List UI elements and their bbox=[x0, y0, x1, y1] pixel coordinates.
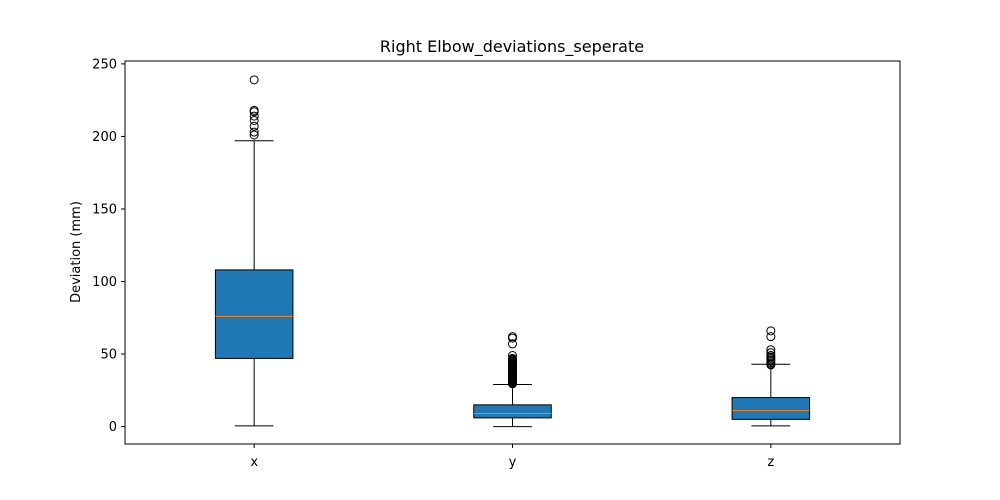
outlier-point bbox=[249, 115, 259, 125]
axes-frame bbox=[124, 60, 901, 445]
plot-area: 0 50 100 150 200 250 x y z bbox=[92, 57, 811, 470]
outlier-point bbox=[249, 105, 259, 115]
outlier-point bbox=[508, 351, 517, 361]
outlier-point bbox=[249, 75, 259, 85]
outlier-point bbox=[508, 353, 517, 363]
y-tick-label: 100 bbox=[92, 275, 117, 290]
y-tick-label: 200 bbox=[92, 130, 117, 145]
outlier-point bbox=[508, 339, 517, 349]
box-y bbox=[473, 404, 552, 419]
box-x bbox=[214, 269, 294, 359]
box-z bbox=[731, 397, 811, 420]
x-tick-label: y bbox=[509, 455, 517, 470]
y-tick-label: 0 bbox=[109, 420, 117, 435]
outlier-point bbox=[766, 332, 776, 342]
outlier-point bbox=[249, 127, 259, 137]
outlier-point bbox=[766, 345, 776, 355]
outlier-point bbox=[766, 326, 776, 336]
y-axis-label: Deviation (mm) bbox=[69, 201, 84, 303]
outlier-point bbox=[508, 332, 517, 342]
x-tick-label: z bbox=[767, 455, 774, 470]
y-tick-label: 50 bbox=[100, 348, 117, 363]
outlier-point bbox=[249, 130, 259, 140]
outlier-point bbox=[766, 351, 776, 361]
outlier-point bbox=[766, 348, 776, 358]
x-tick-label: x bbox=[250, 455, 258, 470]
outlier-point bbox=[249, 111, 259, 121]
y-tick-label: 150 bbox=[92, 202, 117, 217]
y-tick-label: 250 bbox=[92, 57, 117, 72]
chart-title: Right Elbow_deviations_seperate bbox=[380, 37, 644, 57]
outlier-point bbox=[249, 121, 259, 131]
